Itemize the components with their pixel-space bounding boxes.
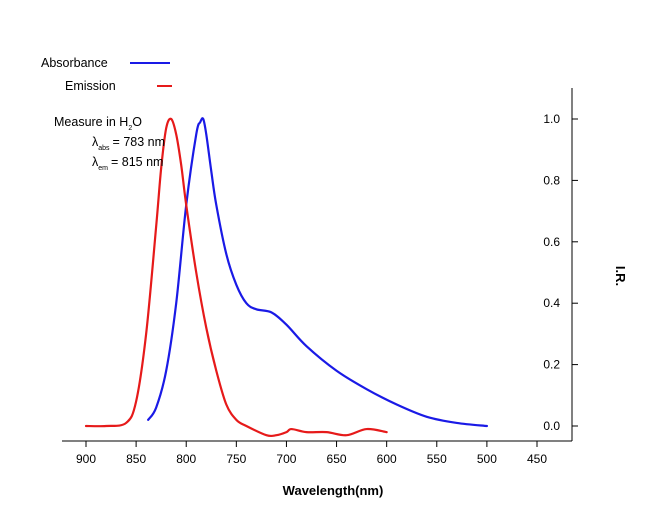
- annotation-em-max: λem = 815 nm: [92, 155, 163, 172]
- y-tick-label-2: 0.4: [543, 296, 560, 310]
- x-axis-title: Wavelength(nm): [283, 483, 384, 498]
- y-tick-label-5: 1.0: [543, 112, 560, 126]
- axis-ticks: [85, 118, 578, 447]
- legend-label-absorbance: Absorbance: [41, 56, 108, 70]
- x-tick-label-500: 500: [477, 452, 497, 466]
- x-tick-label-850: 850: [126, 452, 146, 466]
- x-tick-label-700: 700: [276, 452, 296, 466]
- series-layer: [84, 117, 488, 438]
- legend-label-emission: Emission: [65, 79, 116, 93]
- annotation-medium: Measure in H2O: [54, 115, 142, 132]
- y-axis-title: I.R.: [613, 266, 628, 286]
- x-tick-label-800: 800: [176, 452, 196, 466]
- mirrored-plot: [62, 62, 578, 447]
- x-tick-label-600: 600: [377, 452, 397, 466]
- x-tick-label-900: 900: [76, 452, 96, 466]
- y-tick-label-4: 0.8: [543, 173, 560, 187]
- x-tick-label-450: 450: [527, 452, 547, 466]
- x-tick-label-550: 550: [427, 452, 447, 466]
- x-tick-label-750: 750: [226, 452, 246, 466]
- y-tick-label-1: 0.2: [543, 358, 560, 372]
- y-tick-label-3: 0.6: [543, 235, 560, 249]
- x-tick-label-650: 650: [327, 452, 347, 466]
- y-tick-label-0: 0.0: [543, 419, 560, 433]
- legend-lines: [130, 62, 172, 87]
- series-line-emission: [84, 117, 388, 438]
- annotation-abs-max: λabs = 783 nm: [92, 135, 165, 152]
- tick-labels: 450 500 550 600 650 700 750 800 850 900 0.0 0.2 0.4 0…: [76, 112, 560, 466]
- series-line-absorbance: [147, 117, 488, 428]
